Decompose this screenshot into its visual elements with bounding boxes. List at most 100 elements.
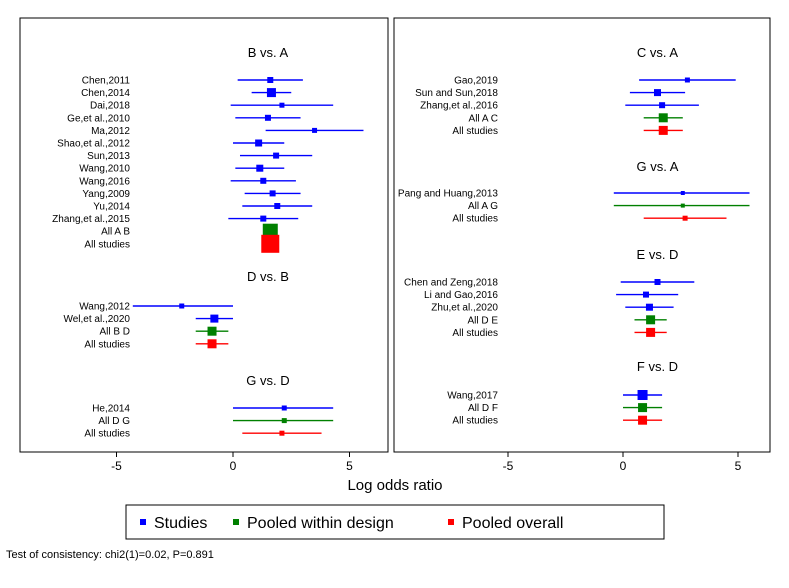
point-estimate-marker: [269, 190, 276, 197]
legend-label: Studies: [154, 515, 207, 532]
group-title: E vs. D: [637, 247, 679, 262]
pooled-overall-row: All studies: [84, 429, 322, 440]
row-label: Shao,et al.,2012: [57, 139, 130, 150]
legend-item: Pooled overall: [448, 515, 563, 532]
row-label: Yang,2009: [82, 189, 130, 200]
group-title: B vs. A: [248, 45, 289, 60]
row-label: Ma,2012: [91, 126, 130, 137]
row-label: All studies: [84, 429, 130, 440]
row-label: Zhang,et al.,2016: [420, 101, 498, 112]
point-estimate-marker: [273, 152, 280, 159]
pooled-design-row: All A C: [469, 113, 683, 124]
pooled-overall-row: All studies: [452, 327, 667, 339]
row-label: Dai,2018: [90, 101, 130, 112]
x-tick-label: 0: [230, 459, 237, 473]
study-row: Chen,2011: [82, 76, 303, 87]
point-estimate-marker: [260, 177, 267, 184]
study-row: Wang,2017: [447, 390, 663, 402]
pooled-overall-row: All studies: [452, 214, 727, 225]
row-label: Pang and Huang,2013: [398, 189, 499, 200]
row-label: All D G: [98, 416, 130, 427]
group-title: F vs. D: [637, 359, 678, 374]
row-label: Sun,2013: [87, 151, 130, 162]
point-estimate-marker: [682, 215, 688, 221]
study-row: Wang,2010: [79, 164, 285, 175]
row-label: Wel,et al.,2020: [63, 314, 130, 325]
point-estimate-marker: [658, 113, 668, 123]
row-label: All studies: [84, 239, 130, 250]
point-estimate-marker: [659, 102, 666, 109]
point-estimate-marker: [658, 125, 668, 135]
study-row: Shao,et al.,2012: [57, 139, 285, 150]
point-estimate-marker: [638, 415, 648, 425]
pooled-design-row: All D F: [468, 403, 663, 414]
pooled-overall-row: All studies: [452, 125, 683, 137]
study-row: Zhang,et al.,2015: [52, 214, 299, 225]
point-estimate-marker: [312, 127, 318, 133]
pooled-design-row: All D E: [467, 315, 667, 326]
row-label: All studies: [84, 339, 130, 350]
point-estimate-marker: [281, 418, 287, 424]
row-label: Wang,2016: [79, 176, 130, 187]
row-label: All studies: [452, 126, 498, 137]
study-row: Ge,et al.,2010: [67, 113, 301, 124]
x-tick-label: 0: [620, 459, 627, 473]
legend-box: [125, 504, 665, 540]
study-row: Pang and Huang,2013: [398, 189, 750, 200]
consistency-test-note: Test of consistency: chi2(1)=0.02, P=0.8…: [6, 549, 214, 561]
x-axis-left: -5 0 5: [111, 452, 353, 473]
group-title: G vs. D: [246, 373, 289, 388]
study-row: Zhu,et al.,2020: [431, 303, 674, 314]
study-row: Sun,2013: [87, 151, 313, 162]
point-estimate-marker: [684, 77, 690, 83]
legend-swatch: [233, 519, 239, 525]
row-label: Wang,2010: [79, 164, 130, 175]
x-axis-label: Log odds ratio: [347, 477, 442, 494]
row-label: Li and Gao,2016: [424, 290, 498, 301]
study-row: Zhang,et al.,2016: [420, 101, 699, 112]
point-estimate-marker: [207, 326, 217, 336]
row-label: All A B: [101, 227, 130, 238]
study-row: Chen and Zeng,2018: [404, 278, 695, 289]
row-label: Chen and Zeng,2018: [404, 278, 498, 289]
study-row: He,2014: [92, 404, 334, 415]
study-row: Dai,2018: [90, 101, 334, 112]
point-estimate-marker: [646, 327, 656, 337]
pooled-overall-row: All studies: [452, 415, 663, 427]
point-estimate-marker: [654, 279, 661, 285]
x-tick-label: 5: [346, 459, 353, 473]
point-estimate-marker: [638, 403, 648, 413]
row-label: All studies: [452, 214, 498, 225]
study-row: Yang,2009: [82, 189, 301, 200]
row-label: All B D: [99, 327, 130, 338]
point-estimate-marker: [645, 303, 653, 311]
row-label: Ge,et al.,2010: [67, 113, 130, 124]
legend-item: Studies: [140, 515, 207, 532]
row-label: Yu,2014: [93, 202, 130, 213]
legend-label: Pooled within design: [247, 515, 394, 532]
row-label: All studies: [452, 416, 498, 427]
panel-frame: [393, 17, 771, 453]
row-label: He,2014: [92, 404, 130, 415]
study-row: Li and Gao,2016: [424, 290, 679, 301]
pooled-design-row: All A G: [468, 201, 750, 212]
point-estimate-marker: [266, 88, 276, 98]
study-row: Yu,2014: [93, 202, 313, 213]
legend-label: Pooled overall: [462, 515, 563, 532]
point-estimate-marker: [255, 139, 263, 147]
x-tick-label: 5: [735, 459, 742, 473]
row-label: Wang,2012: [79, 302, 130, 313]
row-label: All A G: [468, 201, 498, 212]
row-label: Sun and Sun,2018: [415, 88, 498, 99]
point-estimate-marker: [210, 314, 219, 323]
legend: Studies Pooled within design Pooled overal…: [125, 504, 665, 540]
point-estimate-marker: [179, 303, 185, 309]
